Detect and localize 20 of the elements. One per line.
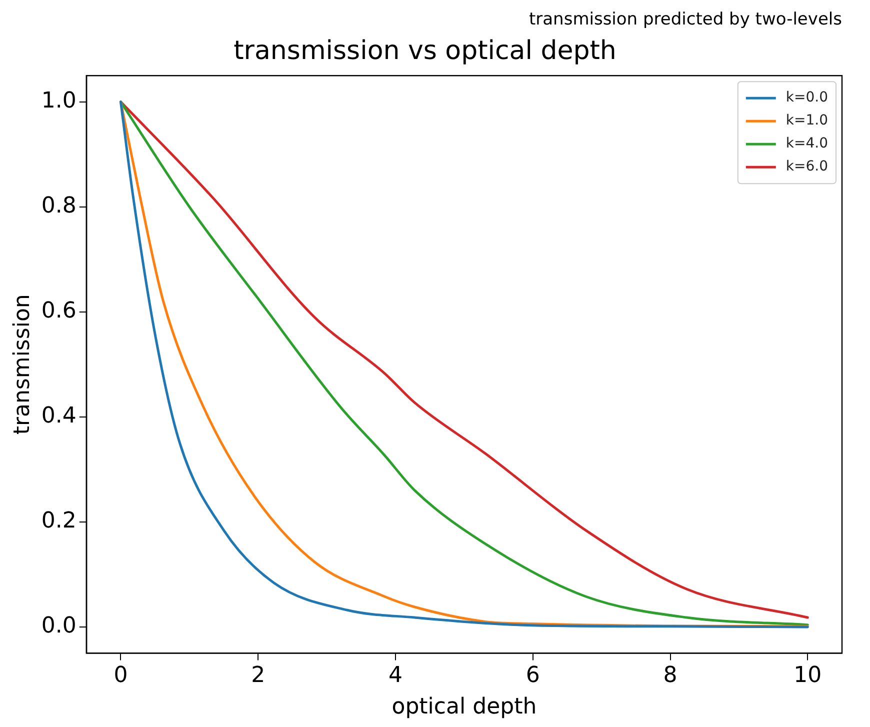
y-tick-label: 0.6	[41, 298, 76, 324]
x-tick-label: 4	[388, 663, 402, 688]
legend-label: k=4.0	[786, 136, 828, 152]
x-tick-label: 8	[663, 663, 678, 688]
legend-label: k=0.0	[786, 90, 828, 106]
y-axis-title: transmission	[10, 294, 35, 435]
legend-label: k=6.0	[786, 158, 828, 175]
y-tick-label: 0.0	[41, 614, 76, 639]
chart-subtitle: transmission predicted by two-levels	[528, 10, 842, 30]
x-tick-label: 2	[251, 663, 266, 688]
x-tick-label: 6	[526, 663, 540, 688]
x-axis-title: optical depth	[392, 694, 537, 720]
y-tick-label: 0.2	[41, 508, 76, 534]
chart-title: transmission vs optical depth	[234, 36, 616, 66]
x-tick-label: 0	[114, 663, 128, 688]
y-tick-label: 0.8	[41, 194, 76, 219]
legend-label: k=1.0	[786, 112, 828, 129]
y-tick-label: 0.4	[41, 404, 76, 429]
y-tick-label: 1.0	[41, 88, 76, 114]
x-tick-label: 10	[794, 663, 822, 688]
